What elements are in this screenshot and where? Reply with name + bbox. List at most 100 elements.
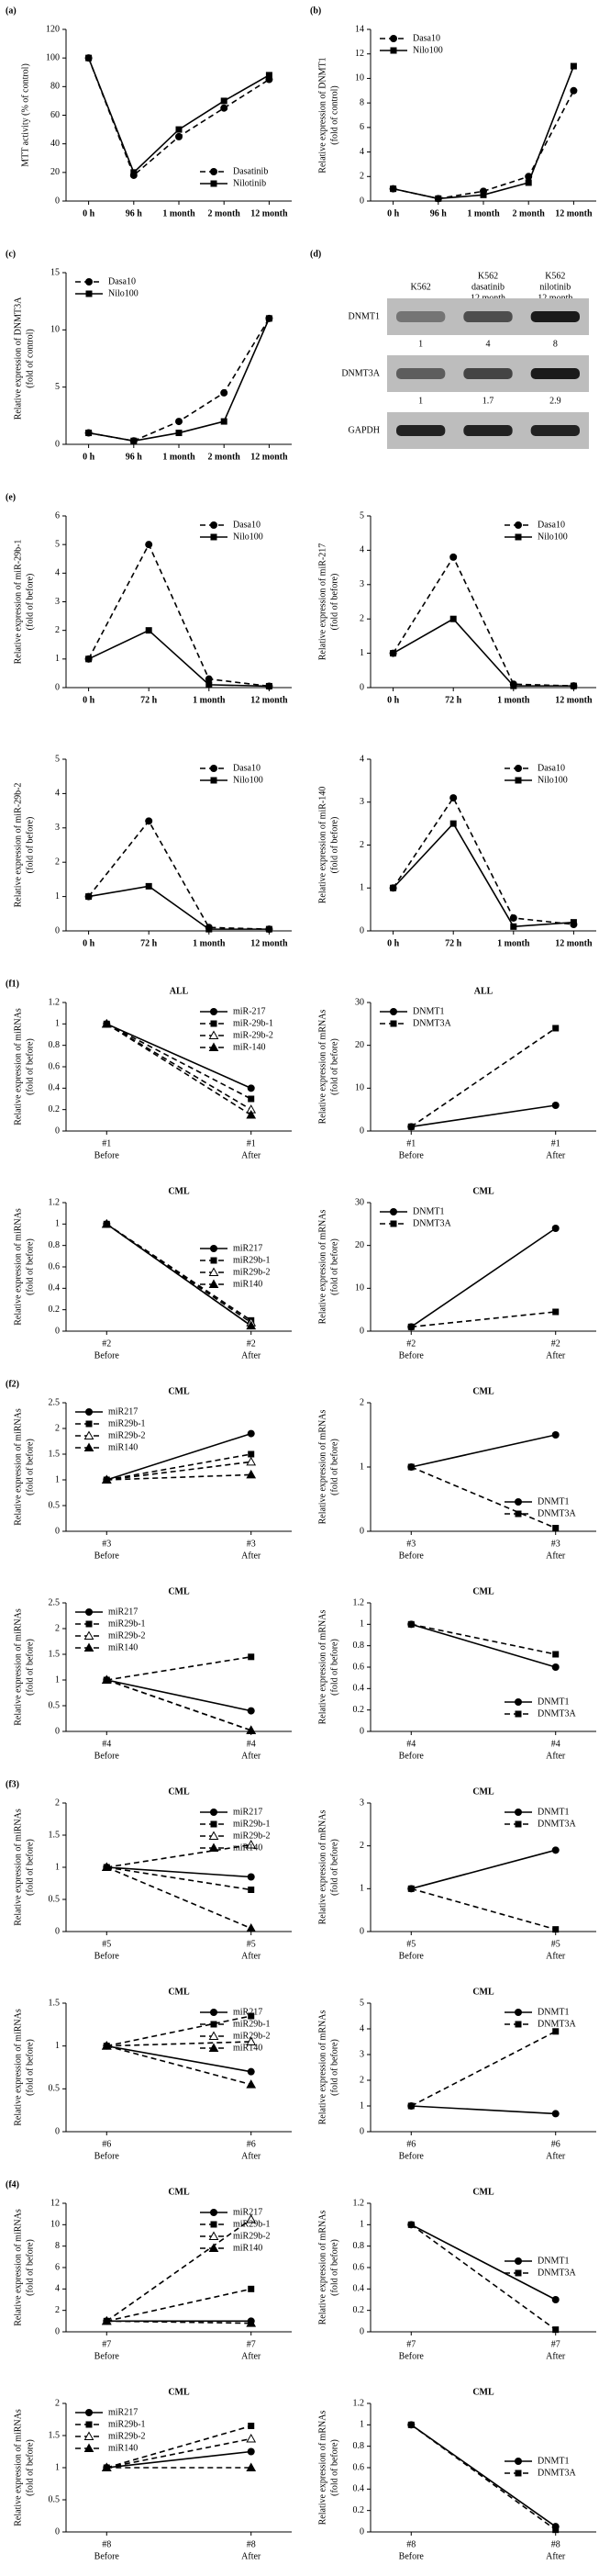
marker bbox=[247, 1873, 255, 1881]
y-tick-label: 4 bbox=[360, 545, 364, 555]
chart-title: CML bbox=[168, 2387, 190, 2397]
y-tick-label: 1 bbox=[360, 1884, 364, 1894]
series-line bbox=[105, 2218, 252, 2322]
marker bbox=[208, 2031, 219, 2040]
marker bbox=[101, 1218, 112, 1228]
y-tick-label: 0 bbox=[360, 1926, 364, 1936]
x-tick-label: Before bbox=[399, 1150, 425, 1160]
marker bbox=[101, 1862, 112, 1871]
series-line bbox=[106, 1473, 251, 1481]
legend-label: DNMT3A bbox=[538, 2019, 576, 2029]
x-tick-label: After bbox=[546, 1751, 566, 1761]
y-tick-label: 2 bbox=[360, 613, 364, 623]
marker bbox=[570, 86, 578, 95]
y-tick-label: 5 bbox=[360, 510, 364, 521]
legend-label: miR29b-1 bbox=[233, 1255, 271, 1265]
series-line bbox=[410, 2424, 557, 2531]
x-tick-label: 0 h bbox=[83, 938, 95, 948]
y-tick-label: 0 bbox=[360, 1726, 364, 1736]
marker bbox=[407, 1620, 415, 1628]
x-tick-label: 12 month bbox=[250, 695, 288, 705]
y-tick-label: 30 bbox=[355, 997, 364, 1007]
y-axis-label: Relative expression of mRNAs bbox=[317, 1410, 327, 1525]
marker bbox=[208, 2043, 219, 2052]
marker bbox=[551, 2296, 560, 2303]
marker bbox=[246, 1839, 257, 1849]
marker bbox=[248, 1450, 255, 1458]
marker bbox=[552, 2326, 560, 2334]
y-axis-label: (fold of before) bbox=[329, 1839, 339, 1896]
y-tick-label: 1 bbox=[360, 1462, 364, 1472]
x-tick-label: 1 month bbox=[467, 208, 500, 218]
marker bbox=[515, 2470, 522, 2477]
y-axis-label: Relative expression of miRNAs bbox=[13, 1208, 23, 1326]
x-tick-label: 0 h bbox=[387, 208, 400, 218]
y-axis-label: Relative expression of miR-140 bbox=[317, 787, 327, 903]
series-line bbox=[106, 1866, 251, 1891]
x-tick-label: #5 bbox=[551, 1939, 560, 1949]
legend-label: miR29b-1 bbox=[108, 1418, 146, 1428]
legend-label: miR29b-2 bbox=[233, 1267, 271, 1277]
y-tick-label: 0.8 bbox=[49, 1040, 61, 1050]
marker bbox=[552, 1651, 560, 1658]
legend-label: miR217 bbox=[233, 1243, 262, 1253]
marker bbox=[246, 1922, 257, 1932]
marker bbox=[210, 1008, 217, 1015]
y-tick-label: 2 bbox=[360, 1397, 364, 1407]
y-axis-label: (fold of before) bbox=[329, 1639, 339, 1696]
y-tick-label: 2 bbox=[55, 2305, 60, 2315]
marker bbox=[515, 1710, 522, 1718]
marker bbox=[210, 2021, 217, 2028]
x-tick-label: After bbox=[241, 1751, 261, 1761]
series-line bbox=[106, 2288, 251, 2323]
band-value: 8 bbox=[553, 339, 558, 349]
chart-title: CML bbox=[472, 1386, 494, 1396]
y-tick-label: 120 bbox=[46, 24, 60, 34]
y-tick-label: 0.6 bbox=[49, 1261, 61, 1271]
y-tick-label: 0.4 bbox=[49, 1283, 61, 1294]
marker bbox=[390, 1220, 397, 1227]
series-line bbox=[106, 1866, 251, 1878]
legend-label: miR140 bbox=[233, 2043, 262, 2053]
y-axis-label: Relative expression of miRNAs bbox=[13, 1408, 23, 1526]
legend-label: DNMT1 bbox=[413, 1206, 444, 1216]
legend-label: miR140 bbox=[108, 1442, 138, 1452]
legend-label: miR217 bbox=[233, 2207, 262, 2217]
legend-label: miR140 bbox=[233, 2243, 262, 2253]
chart-title: CML bbox=[168, 1786, 190, 1797]
band bbox=[530, 368, 580, 379]
series-line bbox=[105, 1023, 252, 1111]
legend-label: DNMT1 bbox=[538, 2456, 569, 2466]
band-label: DNMT3A bbox=[341, 368, 380, 378]
x-tick-label: #4 bbox=[247, 1739, 256, 1749]
x-tick-label: #8 bbox=[102, 2539, 111, 2549]
legend-label: Nilo100 bbox=[108, 288, 139, 298]
y-axis-label: Relative expression of mRNAs bbox=[317, 1810, 327, 1925]
marker bbox=[449, 615, 457, 622]
legend-label: miR217 bbox=[108, 1607, 138, 1617]
y-tick-label: 0 bbox=[55, 2526, 60, 2537]
marker bbox=[390, 650, 397, 657]
y-tick-label: 10 bbox=[355, 73, 364, 84]
y-axis-label: Relative expression of mRNAs bbox=[317, 1210, 327, 1325]
marker bbox=[210, 1245, 217, 1252]
x-tick-label: Before bbox=[94, 2151, 120, 2161]
y-tick-label: 0.8 bbox=[49, 1240, 61, 1250]
series-line bbox=[410, 2223, 557, 2331]
y-tick-label: 3 bbox=[360, 2049, 364, 2059]
marker bbox=[390, 1020, 397, 1027]
marker bbox=[515, 521, 522, 529]
y-tick-label: 0.8 bbox=[353, 2241, 365, 2251]
legend-label: Nilo100 bbox=[233, 532, 263, 542]
chart-title: ALL bbox=[170, 986, 189, 996]
legend-label: miR140 bbox=[108, 1642, 138, 1652]
x-tick-label: 72 h bbox=[445, 938, 462, 948]
series-line bbox=[392, 796, 574, 925]
legend-label: DNMT1 bbox=[538, 1697, 569, 1707]
series-line bbox=[106, 2041, 251, 2047]
x-tick-label: Before bbox=[94, 1951, 120, 1961]
x-tick-label: #6 bbox=[102, 2139, 111, 2149]
x-tick-label: After bbox=[546, 2351, 566, 2361]
y-axis-label: (fold of control) bbox=[25, 329, 35, 387]
marker bbox=[551, 1663, 560, 1671]
